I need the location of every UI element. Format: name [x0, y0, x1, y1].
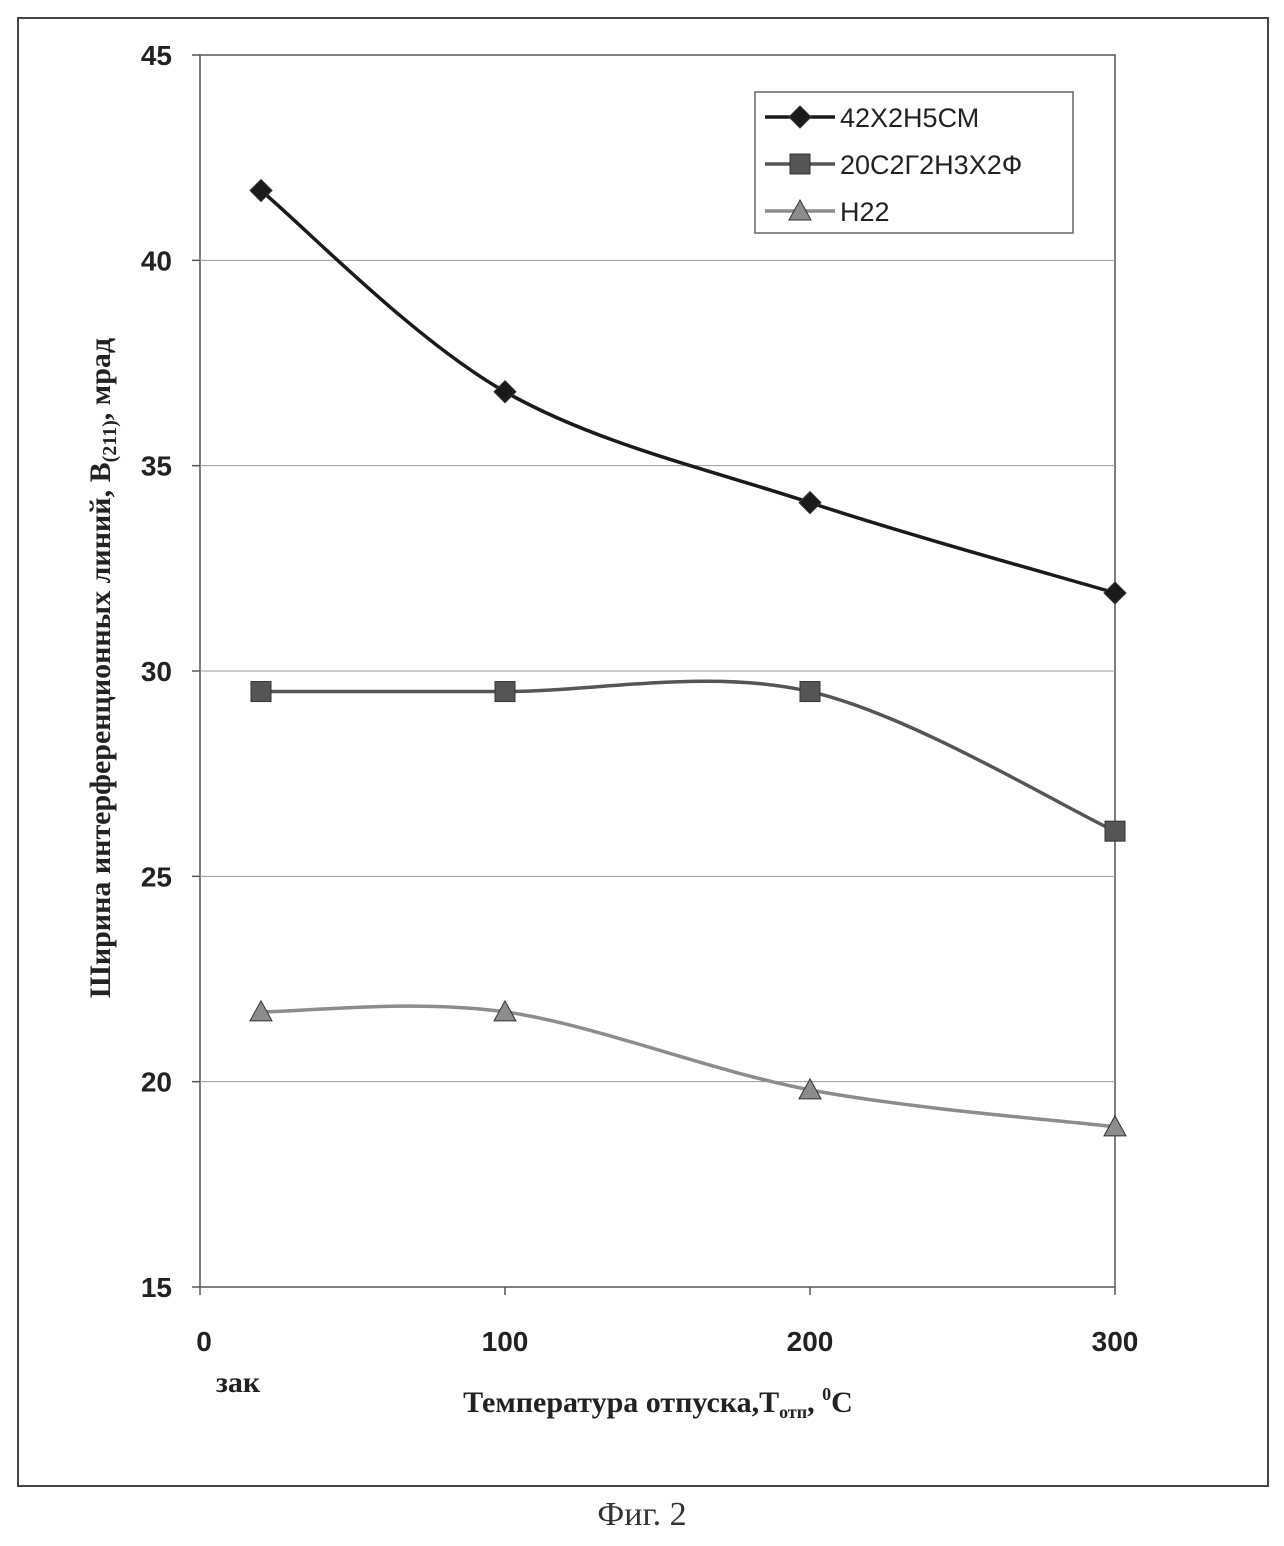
y-tick-label: 20 [141, 1067, 172, 1098]
legend-label: 42Х2Н5СМ [840, 103, 979, 133]
y-axis-label: Ширина интерференционных линий, В(211), … [84, 338, 121, 998]
y-tick-label: 25 [141, 861, 172, 892]
data-point [1105, 821, 1125, 841]
y-tick-label: 35 [141, 451, 172, 482]
legend-label: Н22 [840, 197, 890, 227]
data-point [799, 492, 821, 514]
x-axis-label-sup: 0 [822, 1384, 831, 1404]
y-tick-label: 15 [141, 1272, 172, 1303]
series-layer [250, 180, 1126, 1136]
figure-frame [18, 18, 1268, 1486]
y-axis-ticks: 15 20 25 30 35 40 45 [141, 40, 200, 1303]
y-tick-label: 30 [141, 656, 172, 687]
data-point [800, 682, 820, 702]
y-tick-label: 40 [141, 245, 172, 276]
legend-marker [790, 154, 810, 174]
data-point [1104, 582, 1126, 604]
y-axis-label-sub: (211) [99, 420, 121, 462]
x-tick-label: 0 [196, 1326, 212, 1357]
series-1 [250, 180, 1126, 604]
figure-caption: Фиг. 2 [0, 1496, 1284, 1534]
data-point [494, 381, 516, 403]
data-point [251, 682, 271, 702]
y-tick-label: 45 [141, 40, 172, 71]
x-axis-label-sep: , [807, 1386, 822, 1419]
data-point [495, 682, 515, 702]
series-2 [251, 681, 1125, 841]
x-tick-label: 200 [787, 1326, 834, 1357]
series-line [261, 681, 1115, 831]
gridlines [200, 260, 1115, 1081]
x-axis-label-sub: отп [779, 1402, 807, 1422]
x-tick-label: 100 [482, 1326, 529, 1357]
x-axis-label-unit: С [831, 1386, 853, 1419]
series-3 [250, 1001, 1126, 1136]
x-axis-ticks: 0 100 200 300 [196, 1287, 1138, 1357]
legend-label: 20С2Г2Н3Х2Ф [840, 150, 1022, 180]
x-axis-label: Температура отпуска,Тотп, 0С [463, 1384, 853, 1422]
series-line [261, 191, 1115, 593]
x-tick-label: 300 [1092, 1326, 1139, 1357]
y-axis-label-tail: , мрад [84, 338, 117, 420]
x-axis-label-main: Температура отпуска,Т [463, 1386, 779, 1419]
x-extra-label: зак [216, 1366, 261, 1399]
y-axis-label-main: Ширина интерференционных линий, В [84, 462, 117, 998]
legend: 42Х2Н5СМ 20С2Г2Н3Х2Ф Н22 [755, 92, 1073, 233]
series-line [261, 1006, 1115, 1127]
